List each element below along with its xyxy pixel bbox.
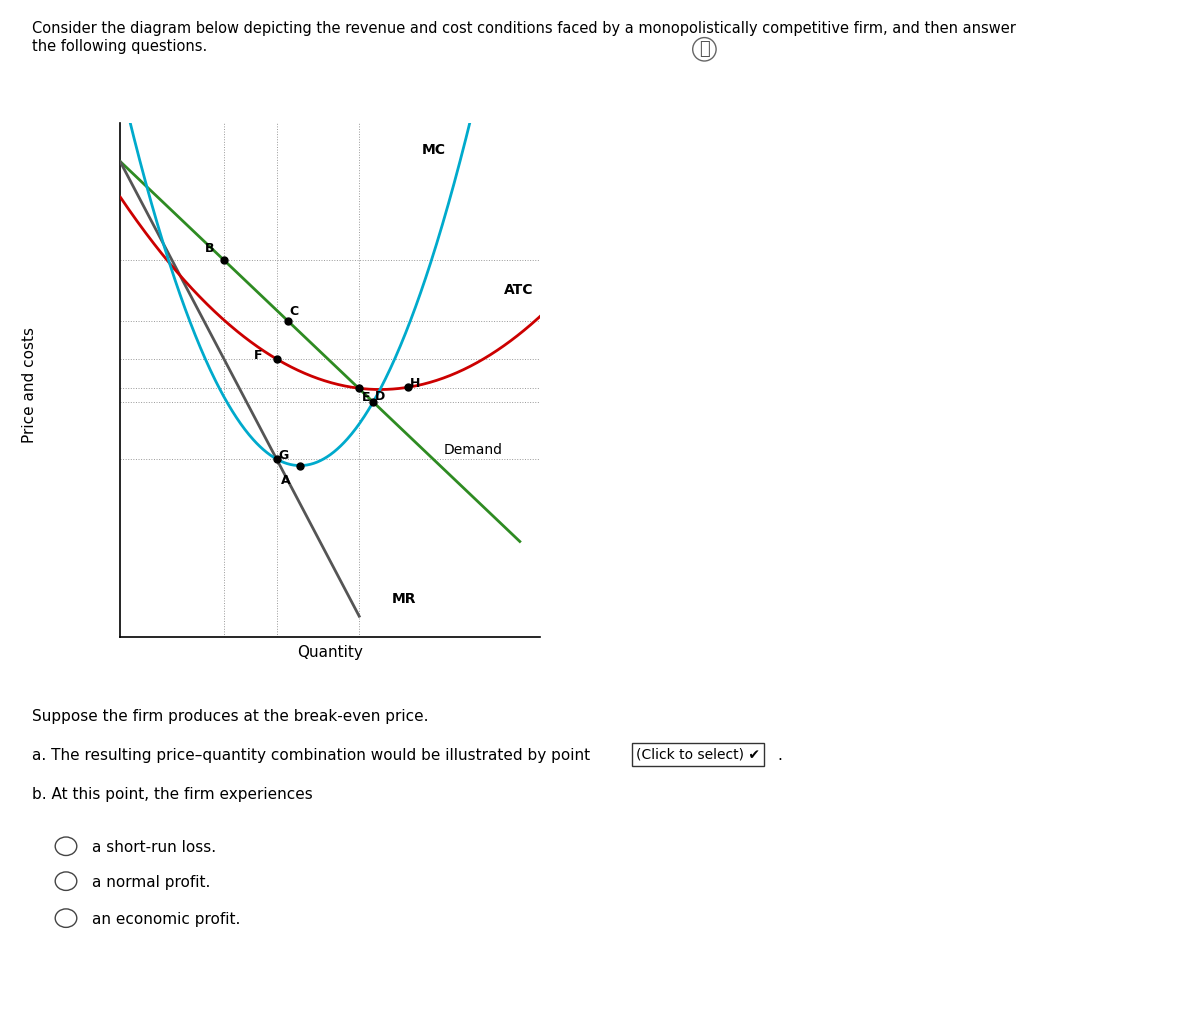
X-axis label: Quantity: Quantity	[298, 645, 362, 660]
Text: MR: MR	[392, 592, 416, 606]
Text: .: .	[778, 748, 782, 763]
Text: an economic profit.: an economic profit.	[92, 912, 241, 927]
Text: Consider the diagram below depicting the revenue and cost conditions faced by a : Consider the diagram below depicting the…	[32, 21, 1016, 36]
Text: F: F	[254, 349, 263, 362]
Text: A: A	[281, 474, 290, 487]
Text: Demand: Demand	[444, 444, 503, 457]
Text: a short-run loss.: a short-run loss.	[92, 840, 216, 855]
Text: Price and costs: Price and costs	[23, 328, 37, 443]
Text: (Click to select) ✔: (Click to select) ✔	[636, 748, 760, 762]
Text: ATC: ATC	[504, 283, 534, 298]
Text: B: B	[205, 242, 215, 256]
Text: a. The resulting price–quantity combination would be illustrated by point: a. The resulting price–quantity combinat…	[32, 748, 590, 763]
Text: b. At this point, the firm experiences: b. At this point, the firm experiences	[32, 787, 313, 802]
Text: D: D	[376, 390, 385, 403]
Text: the following questions.: the following questions.	[32, 39, 208, 54]
Text: a normal profit.: a normal profit.	[92, 875, 211, 890]
Text: C: C	[289, 305, 299, 318]
Text: E: E	[361, 391, 370, 405]
Text: G: G	[278, 449, 289, 462]
Text: ⓘ: ⓘ	[700, 40, 709, 59]
Text: Suppose the firm produces at the break-even price.: Suppose the firm produces at the break-e…	[32, 709, 428, 724]
Text: MC: MC	[422, 143, 446, 157]
Text: H: H	[410, 377, 420, 390]
